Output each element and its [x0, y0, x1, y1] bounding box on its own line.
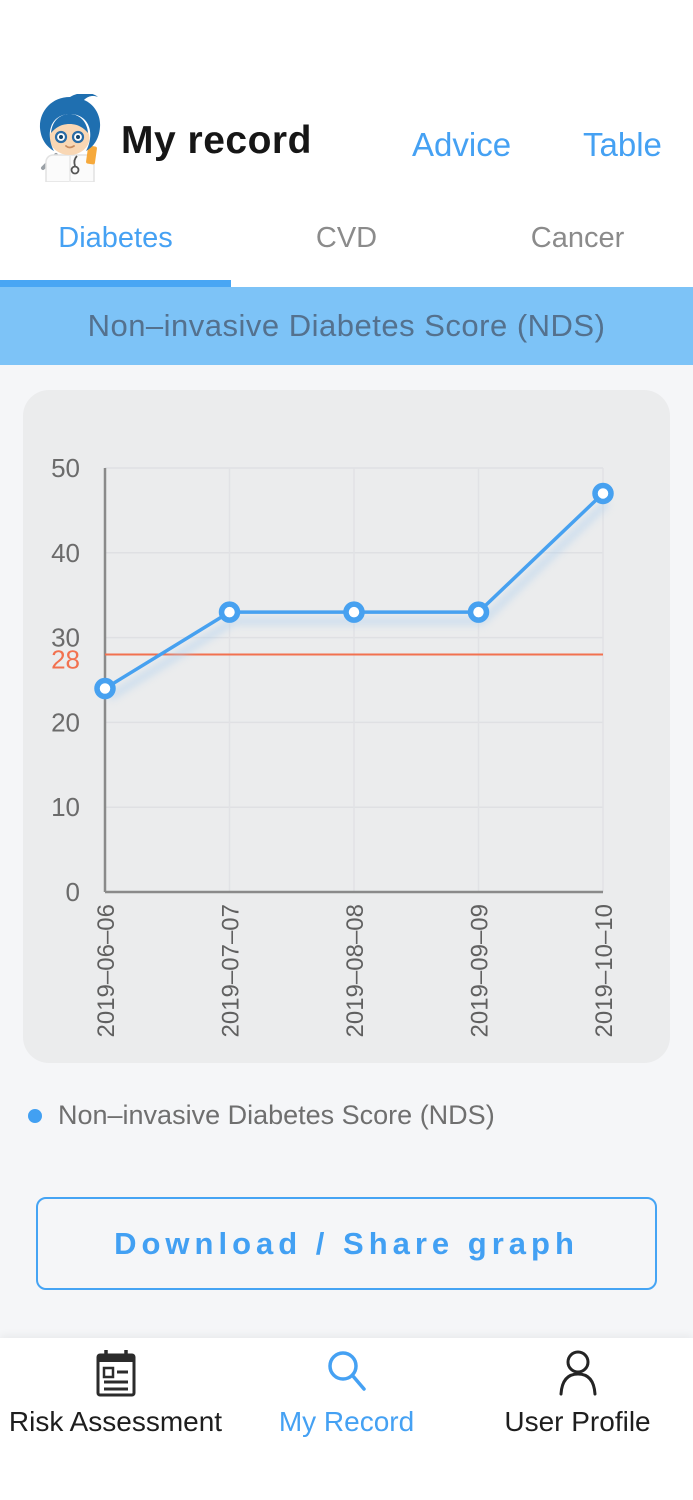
nav-item-risk-assessment[interactable]: Risk Assessment: [0, 1338, 231, 1500]
user-icon: [553, 1347, 603, 1401]
download-share-button[interactable]: Download / Share graph: [36, 1197, 657, 1290]
doctor-mascot-icon: [39, 94, 101, 182]
nav-label: My Record: [278, 1406, 415, 1437]
data-point[interactable]: [343, 601, 365, 623]
x-tick-label: 2019–06–06: [93, 904, 120, 1037]
x-tick-label: 2019–07–07: [218, 904, 245, 1037]
nav-label: User Profile: [504, 1406, 651, 1437]
x-tick-label: 2019–10–10: [591, 904, 618, 1037]
y-tick-label: 30: [51, 623, 80, 653]
nds-line-chart: 0 10 20 30 40 50 28 2019–06–06 2019–07–07 2019–08…: [51, 453, 618, 1037]
nav-label: Risk Assessment: [8, 1406, 223, 1437]
tab-cvd[interactable]: CVD: [315, 222, 378, 254]
bottom-nav: Risk Assessment My Record User Profile: [0, 1338, 693, 1500]
y-tick-label: 50: [51, 453, 80, 483]
chart-panel: 0 10 20 30 40 50 28 2019–06–06 2019–07–07 2019–08…: [23, 390, 670, 1063]
legend-label: Non–invasive Diabetes Score (NDS): [58, 1100, 495, 1130]
open-circle-icon: [28, 1108, 42, 1123]
data-point[interactable]: [218, 601, 241, 623]
clipboard-icon: [91, 1347, 141, 1401]
x-tick-label: 2019–08–08: [342, 904, 369, 1037]
tab-cancer[interactable]: Cancer: [530, 222, 625, 254]
nav-item-user-profile[interactable]: User Profile: [462, 1338, 693, 1500]
active-tab-indicator: [0, 280, 231, 287]
data-point[interactable]: [467, 601, 490, 623]
page-title: My record: [121, 119, 312, 162]
data-point[interactable]: [592, 482, 614, 505]
x-tick-label: 2019–09–09: [467, 904, 494, 1037]
y-tick-label: 20: [51, 707, 80, 737]
search-icon: [323, 1347, 371, 1401]
y-tick-label: 40: [51, 538, 80, 568]
reference-line-label: 28: [51, 645, 80, 675]
chart-legend: Non–invasive Diabetes Score (NDS): [28, 1100, 495, 1131]
nav-item-my-record[interactable]: My Record: [231, 1338, 462, 1500]
category-tabs: Diabetes CVD Cancer: [0, 214, 693, 263]
header: My record Advice Table Diabetes CVD Canc…: [0, 0, 693, 287]
series-line-shadow: [107, 499, 610, 701]
y-tick-label: 10: [51, 792, 80, 822]
table-link[interactable]: Table: [583, 126, 662, 163]
section-banner: Non–invasive Diabetes Score (NDS): [0, 287, 693, 365]
advice-link[interactable]: Advice: [412, 126, 512, 163]
tab-diabetes[interactable]: Diabetes: [58, 222, 173, 254]
y-tick-label: 0: [66, 877, 80, 907]
data-point[interactable]: [94, 677, 116, 700]
